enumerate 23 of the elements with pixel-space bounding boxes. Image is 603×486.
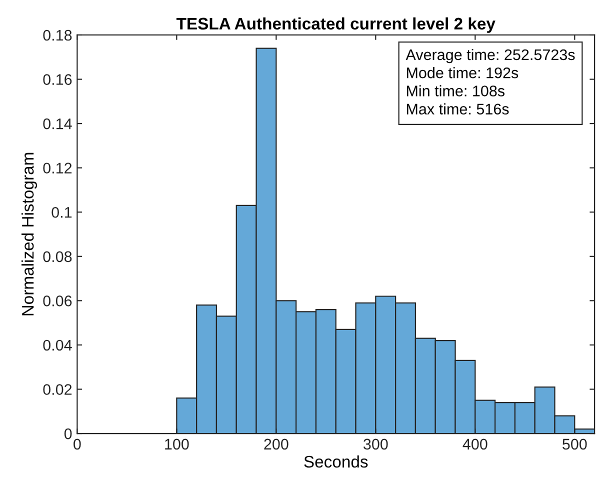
x-tick-label: 200 — [264, 438, 288, 450]
x-tick-label: 400 — [462, 438, 488, 450]
annotation: Mode time: 192s — [406, 67, 518, 78]
annotation: Min time: 108s — [406, 85, 505, 96]
y-axis-title: Normalized Histogram — [22, 152, 38, 316]
y-tick-label: 0 — [64, 428, 72, 440]
y-tick-label: 0.14 — [43, 118, 72, 130]
x-axis-title: Seconds — [304, 455, 368, 468]
x-tick-label: 300 — [364, 438, 388, 450]
y-tick-label: 0.04 — [43, 340, 72, 351]
y-tick-label: 0.1 — [52, 206, 72, 218]
chart-title: TESLA Authenticated current level 2 key — [176, 17, 496, 33]
y-tick-label: 0.12 — [43, 162, 72, 174]
annotation: Average time: 252.5723s — [406, 48, 575, 64]
x-tick-label: 0 — [74, 438, 81, 450]
x-tick-label: 100 — [165, 438, 189, 450]
y-tick-label: 0.18 — [43, 30, 72, 41]
y-tick-label: 0.02 — [43, 384, 72, 395]
x-tick-label: 500 — [562, 438, 587, 450]
y-tick-label: 0.08 — [43, 251, 72, 262]
annotation: Max time: 516s — [406, 103, 509, 115]
y-tick-label: 0.06 — [43, 296, 72, 306]
y-tick-label: 0.16 — [43, 74, 72, 85]
